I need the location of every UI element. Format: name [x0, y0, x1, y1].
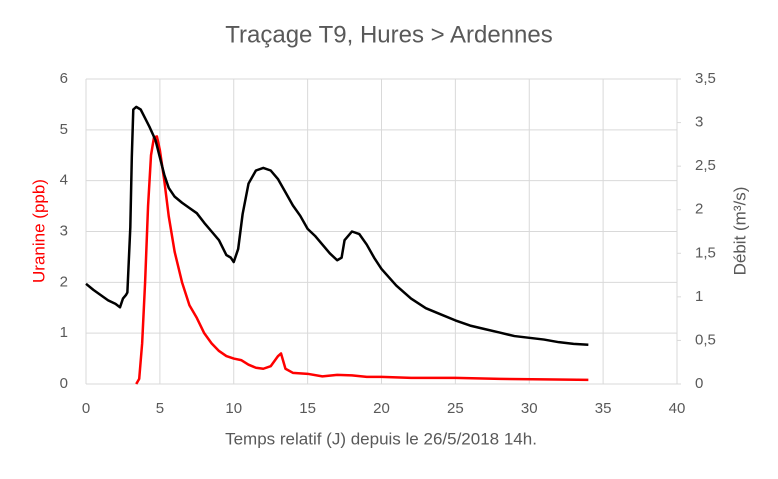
y2-tick-label: 3,5 — [695, 70, 716, 87]
series-line — [135, 135, 589, 385]
x-tick-label: 15 — [299, 400, 316, 417]
x-tick-label: 10 — [225, 400, 242, 417]
y2-axis-label: Débit (m³/s) — [730, 187, 749, 276]
x-tick-label: 35 — [595, 400, 612, 417]
x-tick-label: 20 — [373, 400, 390, 417]
x-axis-label: Temps relatif (J) depuis le 26/5/2018 14… — [225, 429, 537, 448]
y-tick-label: 3 — [60, 222, 68, 239]
series-line — [85, 105, 589, 347]
y-tick-label: 1 — [60, 324, 68, 341]
x-tick-label: 30 — [521, 400, 538, 417]
y-tick-label: 4 — [60, 172, 68, 189]
y2-tick-label: 0 — [695, 375, 703, 392]
y-tick-label: 0 — [60, 375, 68, 392]
y-tick-label: 6 — [60, 70, 68, 87]
chart-title: Traçage T9, Hures > Ardennes — [225, 21, 553, 48]
y-tick-label: 2 — [60, 273, 68, 290]
x-tick-label: 25 — [447, 400, 464, 417]
x-tick-label: 0 — [82, 400, 90, 417]
x-tick-label: 40 — [669, 400, 686, 417]
y2-tick-label: 1 — [695, 288, 703, 305]
y2-tick-label: 1,5 — [695, 244, 716, 261]
y2-tick-label: 2,5 — [695, 157, 716, 174]
x-tick-label: 5 — [156, 400, 164, 417]
y2-tick-label: 2 — [695, 201, 703, 218]
y-tick-label: 5 — [60, 121, 68, 138]
y-axis-label: Uranine (ppb) — [29, 179, 48, 283]
y2-tick-label: 0,5 — [695, 331, 716, 348]
y2-tick-label: 3 — [695, 114, 703, 131]
